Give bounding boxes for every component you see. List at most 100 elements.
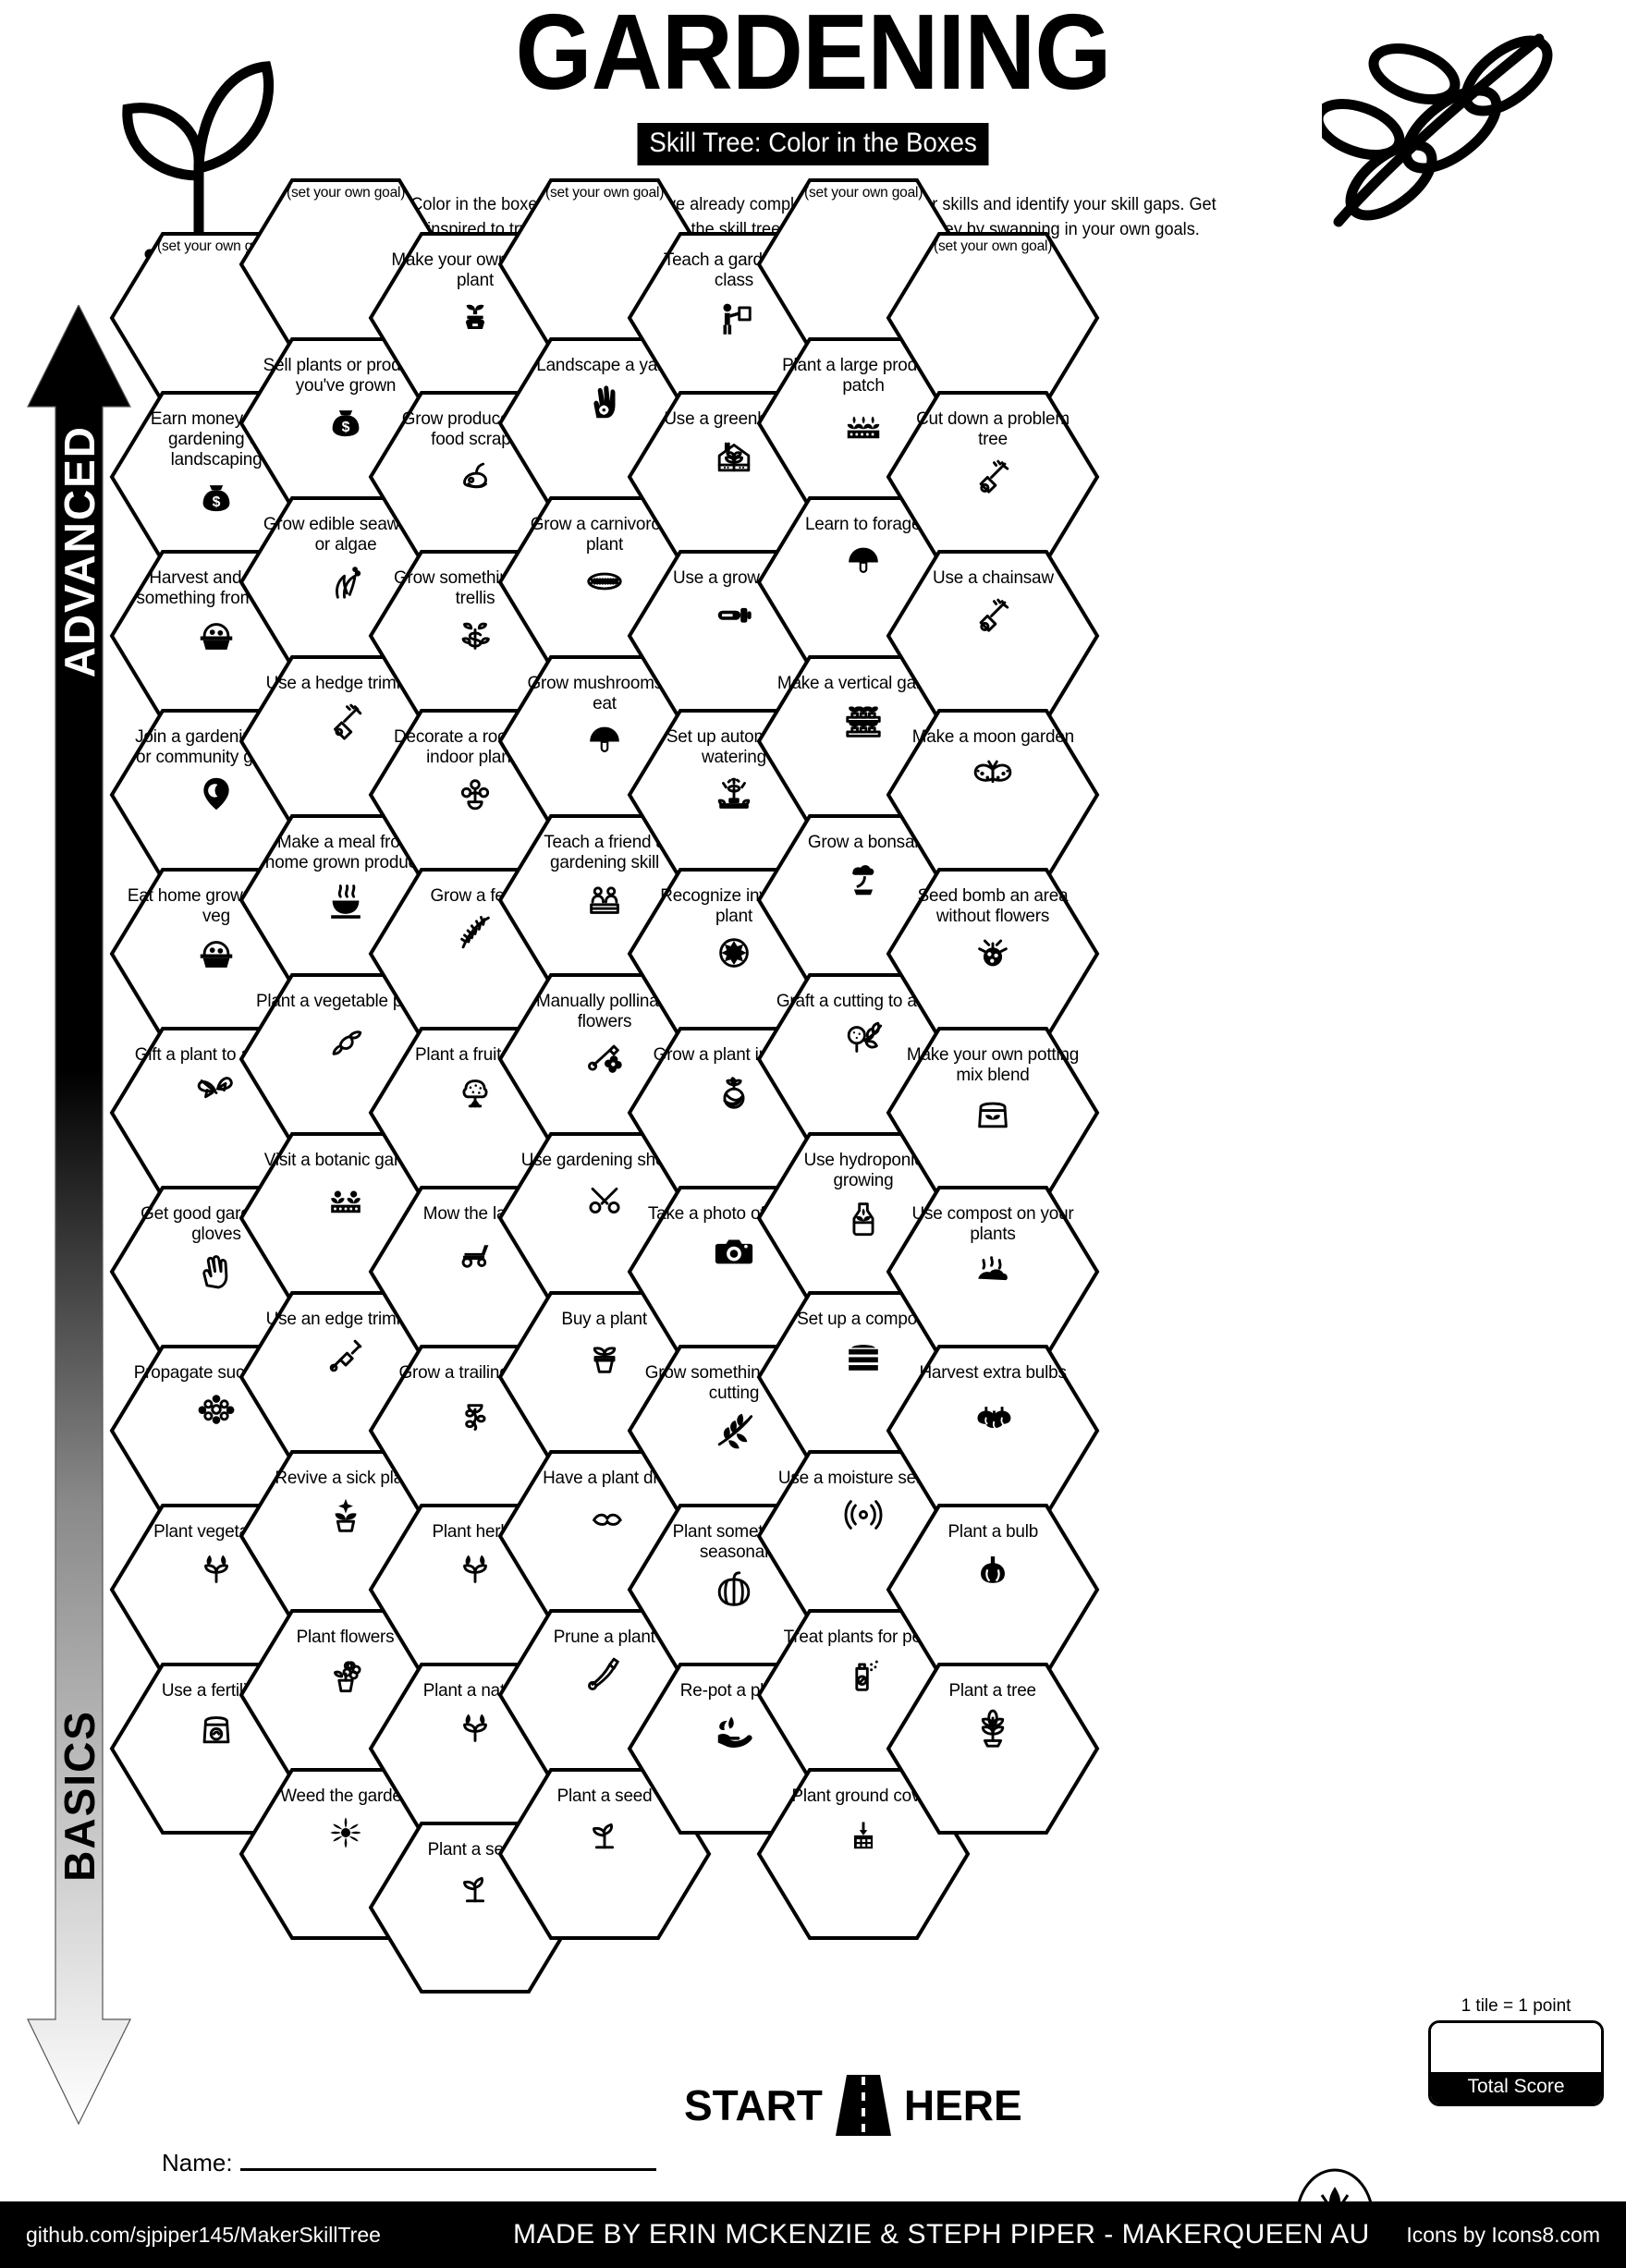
tile-label: Visit a botanic garden (263, 1150, 428, 1170)
tile-content: Cut down a problem tree (900, 408, 1085, 497)
tile-point-rate: 1 tile = 1 point (1461, 1996, 1571, 2016)
skill-tile[interactable]: Plant a bulb (886, 1503, 1100, 1677)
pumpkin-icon (713, 1567, 755, 1610)
skill-tile[interactable]: Plant a tree (886, 1662, 1100, 1835)
tile-content: Grow edible seaweed or algae (253, 514, 438, 603)
poster-footer: github.com/sjpiper145/MakerSkillTree MAD… (0, 2201, 1626, 2268)
name-field-row[interactable]: Name: (162, 2149, 656, 2177)
here-label: HERE (903, 2081, 1022, 2129)
tile-content: Plant a vegetable patch (253, 991, 438, 1059)
tile-label: Learn to forage (805, 514, 922, 534)
skill-tile[interactable]: Plant a seed (497, 1767, 712, 1941)
skill-tile[interactable]: Use a chainsaw (886, 549, 1100, 723)
tile-label: Grow a bonsai (808, 832, 919, 852)
tile-label: Seed bomb an area without flowers (917, 885, 1069, 927)
tile-label: Plant a large produce patch (782, 355, 945, 396)
road-icon (835, 2075, 891, 2136)
meal-icon (324, 878, 367, 921)
tile-content: Revive a sick plant (253, 1468, 438, 1536)
ground-cover-icon (842, 1811, 885, 1854)
tile-label: Use a chainsaw (932, 567, 1054, 588)
chainsaw-icon (972, 455, 1014, 497)
tile-content: Use an edge trimmer (253, 1309, 438, 1377)
name-input-line[interactable] (239, 2168, 656, 2171)
footer-github-link[interactable]: github.com/sjpiper145/MakerSkillTree (26, 2222, 381, 2247)
tile-label: Use gardening shears (520, 1150, 689, 1170)
graft-icon (842, 1017, 885, 1059)
start-label: START (684, 2081, 823, 2129)
subtitle-container: Skill Tree: Color in the Boxes (0, 123, 1626, 165)
harvest-basket-icon (195, 614, 238, 656)
gloves-icon (195, 1250, 238, 1292)
shears-icon (583, 1176, 626, 1218)
score-input-area[interactable] (1431, 2023, 1601, 2072)
bulb-icon (972, 1547, 1014, 1590)
tile-content: Plant a tree (900, 1680, 1085, 1749)
teach-friend-icon (583, 878, 626, 921)
skill-tile[interactable]: Make your own potting mix blend (886, 1026, 1100, 1200)
tile-label: (set your own goal) (544, 185, 665, 201)
flower-bed-icon (324, 1176, 367, 1218)
bulbs-icon (972, 1388, 1014, 1431)
svg-text:$: $ (342, 421, 350, 436)
seed-bomb-icon (972, 932, 1014, 974)
tile-content: Plant herbs (383, 1521, 568, 1590)
score-label: Total Score (1431, 2072, 1601, 2103)
tile-content: Teach a friend a gardening skill (512, 832, 697, 921)
mushroom-icon (583, 719, 626, 762)
tile-content: Manually pollinate flowers (512, 991, 697, 1079)
skill-tile[interactable]: (set your own goal) (886, 231, 1100, 405)
skill-tile[interactable]: Cut down a problem tree (886, 390, 1100, 564)
wheat-leaf-decoration (1322, 33, 1553, 227)
skill-tile[interactable]: Seed bomb an area without flowers (886, 867, 1100, 1041)
footer-icon-credit[interactable]: Icons by Icons8.com (1406, 2222, 1600, 2247)
chainsaw-icon (972, 593, 1014, 636)
tile-label: Manually pollinate flowers (536, 991, 673, 1032)
tile-content: Sell plants or produce you've grown $ (253, 355, 438, 444)
tile-label: Grow edible seaweed or algae (263, 514, 429, 555)
fern-icon (454, 911, 496, 954)
score-card[interactable]: Total Score (1428, 2020, 1604, 2106)
lawn-mower-icon (454, 1229, 496, 1272)
tile-content: (set your own goal) (124, 238, 309, 255)
tile-label: Graft a cutting to a tree (776, 991, 951, 1011)
pollination-brush-icon (583, 1037, 626, 1079)
trailing-plant-icon (454, 1388, 496, 1432)
bonsai-icon (842, 858, 885, 900)
start-here-marker: START HERE (684, 2075, 1022, 2136)
location-pin-icon (195, 773, 238, 815)
skill-tile[interactable]: Make a moon garden (886, 708, 1100, 882)
skill-tile[interactable]: Harvest extra bulbs (886, 1344, 1100, 1518)
tile-content: Grow a bonsai (771, 832, 956, 900)
fertilizer-bag-icon (195, 1706, 238, 1749)
tile-content: Buy a plant (512, 1309, 697, 1377)
compost-bin-icon (842, 1335, 885, 1377)
vertical-garden-icon (842, 699, 885, 741)
tile-label: Use hydroponic growing (803, 1150, 923, 1191)
hedge-trimmer-icon (324, 699, 367, 741)
sprouting-seeds-icon (195, 1547, 238, 1590)
tile-content: Use a hedge trimmer (253, 673, 438, 741)
tile-content: Prune a plant (512, 1627, 697, 1695)
tile-label: (set your own goal) (156, 238, 276, 254)
tile-label: Plant a vegetable patch (256, 991, 435, 1011)
tile-label: Plant ground cover (791, 1786, 935, 1806)
pruning-shears-icon (583, 1652, 626, 1695)
tile-content: Use gardening shears (512, 1150, 697, 1218)
produce-patch-icon (842, 401, 885, 444)
hand-flower-icon (583, 381, 626, 423)
skill-tile[interactable]: Use compost on your plants (886, 1185, 1100, 1359)
compost-icon (972, 1250, 1014, 1292)
greenhouse-icon (713, 434, 755, 477)
seedling-icon (583, 1811, 626, 1854)
potted-flower-icon (324, 1652, 367, 1695)
skill-tile[interactable]: Plant ground cover (756, 1767, 971, 1941)
tile-content: Learn to forage (771, 514, 956, 582)
tile-label: Make a meal from home grown produce (264, 832, 427, 873)
radish-icon (324, 1017, 367, 1059)
tile-label: Use a hedge trimmer (265, 673, 426, 693)
tile-label: Make your own potting mix blend (906, 1044, 1080, 1086)
tile-content: Plant a bulb (900, 1521, 1085, 1590)
tile-content: Graft a cutting to a tree (771, 991, 956, 1059)
tile-content: Use hydroponic growing (771, 1150, 956, 1238)
